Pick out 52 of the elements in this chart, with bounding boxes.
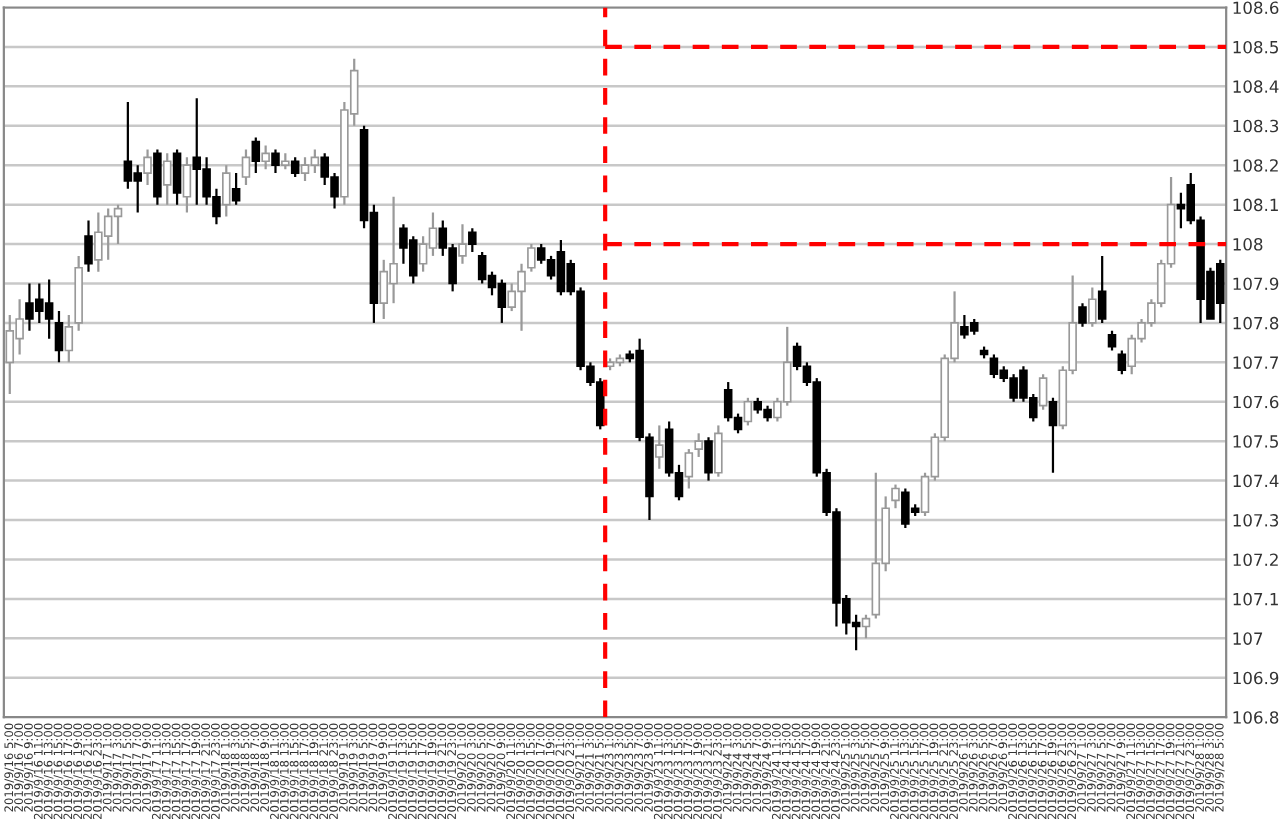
candlestick bbox=[1078, 302, 1087, 328]
y-tick-label: 107.4 bbox=[1233, 474, 1279, 488]
candlestick bbox=[241, 148, 251, 187]
y-tick-label: 107.8 bbox=[1233, 316, 1279, 330]
candlestick bbox=[743, 396, 753, 427]
candlestick bbox=[84, 219, 93, 273]
y-tick-label: 107.3 bbox=[1233, 514, 1279, 527]
candlestick bbox=[162, 152, 172, 206]
candlestick bbox=[1048, 396, 1058, 474]
y-tick-label: 108.6 bbox=[1233, 1, 1279, 15]
candlestick bbox=[1117, 349, 1127, 376]
candlestick bbox=[1038, 373, 1048, 411]
candlestick bbox=[891, 483, 900, 510]
y-tick-label: 108.1 bbox=[1233, 198, 1278, 212]
candlestick bbox=[251, 136, 261, 175]
candlestick bbox=[54, 309, 64, 364]
candlestick bbox=[704, 436, 713, 482]
candlestick bbox=[182, 156, 192, 214]
candlestick bbox=[143, 148, 152, 187]
y-tick-label: 108.5 bbox=[1233, 40, 1278, 54]
candlestick bbox=[172, 148, 182, 206]
candlestick bbox=[1097, 254, 1107, 325]
candlestick bbox=[684, 447, 694, 490]
candlestick bbox=[714, 424, 723, 478]
y-tick-label: 107 bbox=[1233, 632, 1263, 645]
candlestick bbox=[468, 227, 477, 254]
y-tick-label: 107.7 bbox=[1233, 356, 1279, 369]
y-tick-label: 107.2 bbox=[1233, 553, 1278, 567]
y-tick-label: 108.4 bbox=[1233, 80, 1279, 93]
candlestick bbox=[231, 171, 241, 206]
candlestick bbox=[861, 613, 871, 640]
candlestick bbox=[458, 223, 467, 265]
candlestick bbox=[222, 164, 231, 218]
y-tick-label: 108 bbox=[1233, 238, 1263, 251]
candlestick bbox=[261, 144, 270, 171]
candlestick bbox=[290, 156, 300, 179]
y-tick-label: 107.6 bbox=[1233, 395, 1279, 409]
candlestick bbox=[527, 242, 536, 273]
candlestick bbox=[655, 424, 664, 470]
candlestick bbox=[1088, 286, 1097, 328]
y-tick-label: 107.1 bbox=[1233, 592, 1278, 606]
candlestick bbox=[64, 313, 74, 364]
y-tick-label: 107.9 bbox=[1233, 277, 1279, 291]
candlestick bbox=[1107, 329, 1117, 352]
candlestick bbox=[271, 148, 280, 175]
candlestick bbox=[694, 432, 703, 459]
y-tick-label: 108.2 bbox=[1233, 159, 1278, 172]
y-tick-label: 108.3 bbox=[1233, 119, 1279, 133]
y-tick-label: 106.9 bbox=[1233, 671, 1279, 685]
y-tick-label: 106.8 bbox=[1233, 711, 1279, 724]
y-tick-label: 107.5 bbox=[1233, 435, 1278, 448]
candlestick bbox=[153, 148, 162, 206]
